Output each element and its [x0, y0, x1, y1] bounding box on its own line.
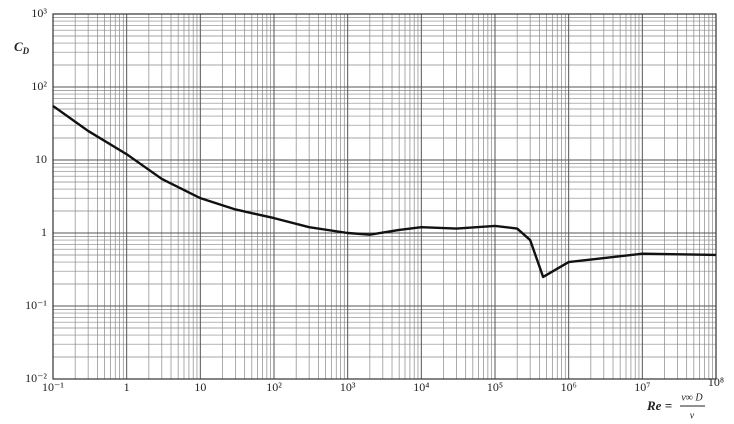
- x-tick-label: 10⁸: [708, 375, 724, 389]
- y-tick-label: 10³: [31, 6, 47, 20]
- x-tick-label: 10²: [266, 380, 282, 394]
- x-tick-label: 10⁵: [487, 380, 503, 394]
- x-tick-label: 10⁴: [413, 380, 429, 394]
- x-tick-label: 1: [124, 380, 130, 394]
- x-tick-label: 10⁻¹: [42, 380, 64, 394]
- data-line: [52, 104, 717, 279]
- y-label-main: C: [14, 39, 23, 54]
- y-tick-label: 1: [41, 225, 47, 239]
- y-tick-label: 10⁻²: [25, 371, 47, 385]
- x-label-denominator: ν: [690, 410, 695, 421]
- y-axis-label: CD: [14, 39, 30, 56]
- y-tick-label: 10⁻¹: [25, 298, 47, 312]
- y-label-sub: D: [22, 46, 30, 56]
- x-tick-label: 10⁷: [634, 380, 650, 394]
- y-tick-label: 10: [35, 152, 47, 166]
- y-tick-label: 10²: [31, 79, 47, 93]
- plot-frame: [52, 13, 717, 380]
- x-axis-label: Re =: [646, 398, 672, 413]
- x-tick-label: 10⁶: [561, 380, 577, 394]
- x-tick-label: 10³: [340, 380, 356, 394]
- x-tick-label: 10: [194, 380, 206, 394]
- x-label-numerator: v∞ D: [681, 392, 703, 403]
